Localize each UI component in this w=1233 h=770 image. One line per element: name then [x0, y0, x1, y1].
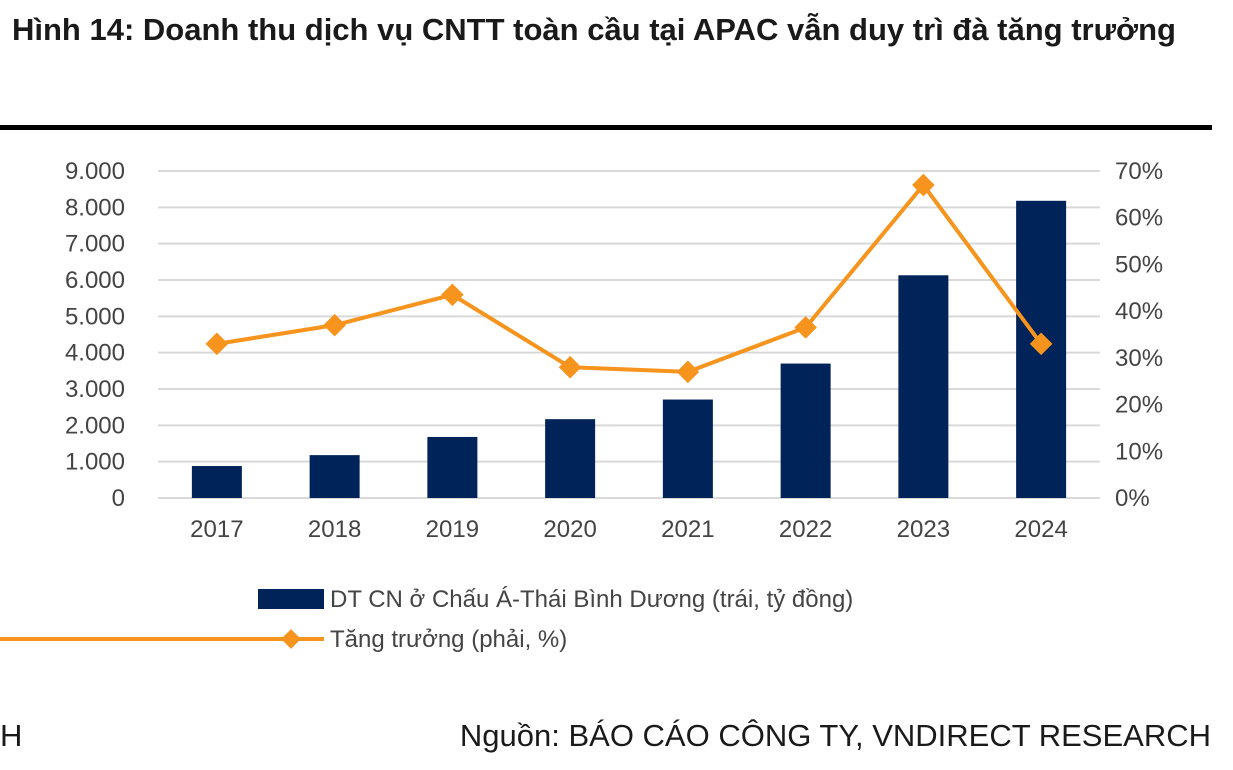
- x-tick-label: 2020: [543, 516, 596, 543]
- legend-line-label: Tăng trưởng (phải, %): [330, 626, 567, 653]
- right-tick-label: 10%: [1115, 438, 1163, 465]
- right-tick-label: 30%: [1115, 345, 1163, 372]
- bar-2023: [898, 275, 949, 498]
- legend-bar-swatch: [258, 589, 324, 609]
- x-tick-label: 2023: [897, 516, 950, 543]
- right-tick-label: 60%: [1115, 205, 1163, 232]
- legend-bar-label: DT CN ở Chấu Á-Thái Bình Dương (trái, tỷ…: [330, 586, 853, 613]
- x-tick-label: 2018: [308, 516, 361, 543]
- left-tick-label: 4.000: [65, 340, 125, 367]
- x-tick-label: 2017: [190, 516, 243, 543]
- source-note: Nguồn: BÁO CÁO CÔNG TY, VNDIRECT RESEARC…: [459, 718, 1211, 753]
- left-tick-label: 9.000: [65, 158, 125, 185]
- growth-marker-2022: [794, 316, 817, 339]
- x-tick-label: 2022: [779, 516, 832, 543]
- legend-line-marker: [281, 629, 301, 649]
- growth-marker-2018: [323, 313, 346, 337]
- bar-2017: [191, 466, 242, 498]
- chart: 0 1.000 2.000 3.000 4.000 5.000 6.000 7.000 8.00…: [0, 158, 1163, 653]
- left-tick-label: 5.000: [65, 303, 125, 330]
- growth-marker-2021: [676, 360, 700, 384]
- right-tick-label: 40%: [1115, 298, 1163, 325]
- bar-2018: [309, 455, 360, 498]
- right-tick-label: 50%: [1115, 251, 1163, 278]
- bar-2020: [545, 419, 596, 498]
- right-tick-label: 70%: [1115, 158, 1163, 185]
- right-tick-label: 0%: [1115, 485, 1150, 512]
- bar-2021: [662, 399, 713, 498]
- x-tick-label: 2024: [1014, 516, 1067, 543]
- title-divider: [0, 125, 1212, 130]
- growth-marker-2020: [558, 355, 582, 379]
- left-tick-label: 7.000: [65, 231, 125, 258]
- left-tick-label: 3.000: [65, 376, 125, 403]
- left-tick-label: 6.000: [65, 267, 125, 294]
- figure-title: Hình 14: Doanh thu dịch vụ CNTT toàn cầu…: [12, 12, 1176, 47]
- footer-left: H: [0, 718, 23, 753]
- bar-2022: [780, 363, 831, 498]
- growth-line: [216, 181, 1043, 374]
- growth-marker-2024: [1029, 332, 1053, 356]
- right-tick-label: 20%: [1115, 392, 1163, 419]
- left-tick-label: 1.000: [65, 449, 125, 476]
- growth-marker-2019: [441, 283, 464, 307]
- bar-2019: [427, 436, 478, 498]
- x-tick-label: 2019: [426, 516, 479, 543]
- left-tick-label: 0: [112, 485, 125, 512]
- left-tick-label: 2.000: [65, 412, 125, 439]
- left-tick-label: 8.000: [65, 194, 125, 221]
- x-tick-label: 2021: [661, 516, 714, 543]
